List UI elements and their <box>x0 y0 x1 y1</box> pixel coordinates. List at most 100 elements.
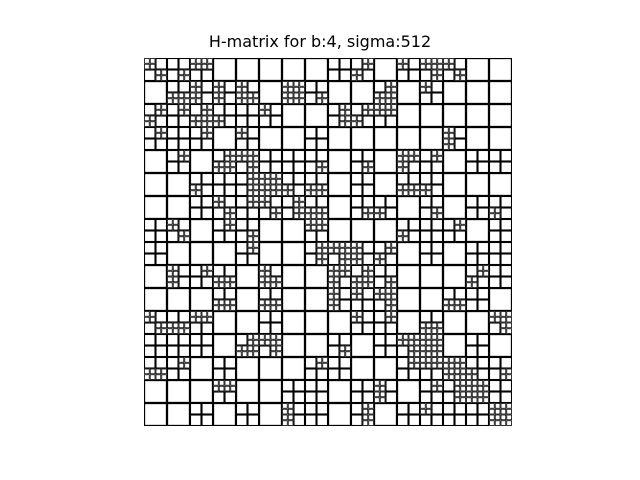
matrix-block <box>253 92 259 99</box>
matrix-block <box>500 149 512 162</box>
matrix-block <box>259 299 265 306</box>
matrix-block <box>270 299 277 306</box>
matrix-block <box>189 172 202 185</box>
matrix-block <box>454 385 461 392</box>
matrix-block <box>391 242 397 248</box>
matrix-block <box>304 138 317 151</box>
matrix-block <box>356 75 363 81</box>
matrix-block <box>230 385 236 392</box>
matrix-block <box>144 69 156 82</box>
matrix-block <box>224 167 231 173</box>
matrix-block <box>224 299 231 306</box>
matrix-block <box>350 356 375 381</box>
matrix-block <box>282 98 288 104</box>
matrix-block <box>235 184 248 197</box>
matrix-block <box>218 121 225 127</box>
matrix-block <box>201 276 214 289</box>
matrix-block <box>293 414 306 426</box>
matrix-block <box>420 63 426 70</box>
matrix-block <box>310 219 317 225</box>
matrix-block <box>276 184 282 191</box>
matrix-block <box>431 213 438 219</box>
matrix-block <box>351 75 357 81</box>
matrix-block <box>465 58 490 82</box>
matrix-block <box>500 414 507 421</box>
matrix-block <box>276 305 282 311</box>
matrix-block <box>276 190 282 196</box>
matrix-block <box>189 379 214 404</box>
matrix-block <box>293 81 300 87</box>
matrix-block <box>258 322 271 335</box>
matrix-block <box>235 356 260 381</box>
matrix-block <box>287 414 294 421</box>
matrix-block <box>437 357 443 363</box>
matrix-block <box>258 115 271 128</box>
matrix-block <box>362 408 369 415</box>
matrix-block <box>373 172 398 197</box>
matrix-block <box>327 333 340 346</box>
matrix-block <box>488 322 501 335</box>
matrix-block <box>327 195 352 220</box>
matrix-block <box>235 333 248 346</box>
matrix-block <box>270 334 277 340</box>
matrix-block <box>356 121 363 127</box>
matrix-block <box>270 351 277 357</box>
matrix-block <box>465 356 478 369</box>
matrix-block <box>373 264 386 277</box>
matrix-block <box>414 357 420 363</box>
matrix-block <box>264 299 271 306</box>
matrix-block <box>425 339 432 346</box>
matrix-block <box>506 322 512 329</box>
matrix-block <box>184 98 190 104</box>
matrix-block <box>212 58 237 82</box>
matrix-block <box>304 230 317 243</box>
matrix-block <box>241 155 248 162</box>
matrix-block <box>362 195 375 208</box>
matrix-block <box>253 196 259 202</box>
matrix-block <box>247 190 254 196</box>
matrix-block <box>190 184 196 191</box>
matrix-block <box>258 58 283 82</box>
matrix-block <box>466 397 472 403</box>
matrix-block <box>247 98 254 104</box>
matrix-block <box>201 63 208 70</box>
matrix-block <box>368 213 374 219</box>
matrix-block <box>437 150 443 156</box>
hmatrix-plot-area <box>144 58 512 426</box>
matrix-block <box>230 167 236 173</box>
matrix-block <box>379 213 386 219</box>
matrix-block <box>454 224 461 231</box>
matrix-block <box>465 402 478 415</box>
matrix-block <box>477 276 490 289</box>
matrix-block <box>155 328 162 334</box>
matrix-block <box>448 362 455 369</box>
matrix-block <box>144 80 168 105</box>
matrix-block <box>442 218 455 231</box>
matrix-block <box>506 414 512 421</box>
matrix-block <box>322 207 328 214</box>
matrix-block <box>454 305 461 311</box>
matrix-block <box>241 86 248 93</box>
matrix-block <box>385 379 398 392</box>
matrix-block <box>247 207 260 220</box>
matrix-block <box>293 402 306 415</box>
matrix-block <box>362 253 375 266</box>
matrix-block <box>178 236 185 242</box>
matrix-block <box>224 155 231 162</box>
matrix-block <box>379 391 386 398</box>
matrix-block <box>408 339 415 346</box>
matrix-block <box>305 213 311 219</box>
matrix-block <box>259 270 265 277</box>
matrix-block <box>316 172 329 185</box>
matrix-block <box>166 115 179 128</box>
matrix-block <box>385 299 392 306</box>
matrix-block <box>419 92 432 105</box>
matrix-block <box>437 58 443 64</box>
matrix-block <box>235 402 248 415</box>
matrix-block <box>327 172 352 197</box>
matrix-block <box>144 218 156 231</box>
matrix-block <box>500 420 507 426</box>
matrix-block <box>500 218 512 231</box>
matrix-block <box>356 253 363 260</box>
matrix-block <box>419 379 432 392</box>
